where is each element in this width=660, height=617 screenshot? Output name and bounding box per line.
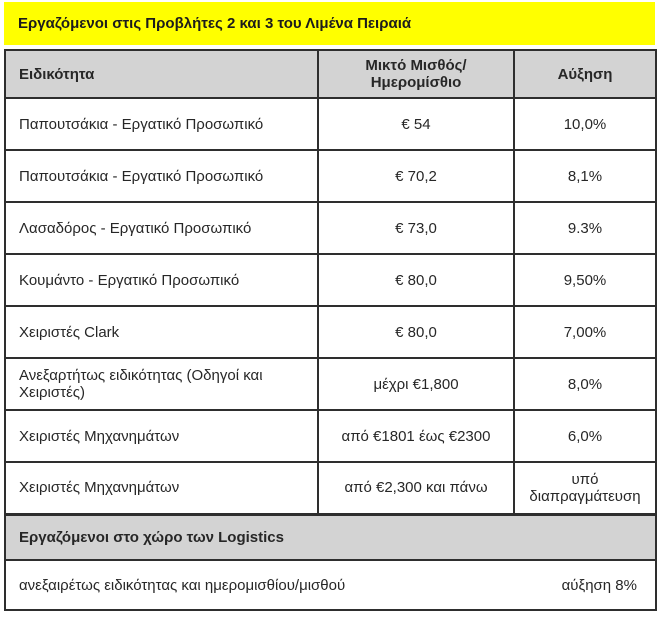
increase-cell: 7,00%	[513, 305, 657, 359]
table-header-row: Ειδικότητα Μικτό Μισθός/ Ημερομίσθιο Αύξ…	[4, 49, 657, 99]
specialty-cell: Χειριστές Μηχανημάτων	[4, 461, 319, 515]
increase-cell: 10,0%	[513, 97, 657, 151]
increase-cell: υπό διαπραγμάτευση	[513, 461, 657, 515]
salary-cell: μέχρι €1,800	[317, 357, 515, 411]
specialty-cell: Χειριστές Μηχανημάτων	[4, 409, 319, 463]
table-row: Κουμάντο - Εργατικό Προσωπικό € 80,0 9,5…	[4, 253, 657, 307]
salary-cell: € 54	[317, 97, 515, 151]
specialty-cell: Παπουτσάκια - Εργατικό Προσωπικό	[4, 149, 319, 203]
table-row: Παπουτσάκια - Εργατικό Προσωπικό € 54 10…	[4, 97, 657, 151]
salary-cell: € 80,0	[317, 305, 515, 359]
table-row: Χειριστές Μηχανημάτων από €1801 έως €230…	[4, 409, 657, 463]
column-header-salary: Μικτό Μισθός/ Ημερομίσθιο	[317, 49, 515, 99]
page-title-bar: Εργαζόμενοι στις Προβλήτες 2 και 3 του Λ…	[4, 2, 655, 45]
salary-cell: € 73,0	[317, 201, 515, 255]
specialty-cell: Κουμάντο - Εργατικό Προσωπικό	[4, 253, 319, 307]
logistics-section-header-row: Εργαζόμενοι στο χώρο των Logistics	[4, 512, 657, 561]
table-row: Χειριστές Μηχανημάτων από €2,300 και πάν…	[4, 461, 657, 515]
increase-cell: 9.3%	[513, 201, 657, 255]
table-row: Χειριστές Clark € 80,0 7,00%	[4, 305, 657, 359]
salary-cell: € 80,0	[317, 253, 515, 307]
salary-cell: από €2,300 και πάνω	[317, 461, 515, 515]
logistics-cell-content: ανεξαιρέτως ειδικότητας και ημερομισθίου…	[7, 562, 654, 608]
logistics-row: ανεξαιρέτως ειδικότητας και ημερομισθίου…	[4, 559, 657, 611]
specialty-cell: Παπουτσάκια - Εργατικό Προσωπικό	[4, 97, 319, 151]
page-title: Εργαζόμενοι στις Προβλήτες 2 και 3 του Λ…	[18, 15, 412, 32]
logistics-specialty: ανεξαιρέτως ειδικότητας και ημερομισθίου…	[19, 576, 346, 594]
salary-table: Ειδικότητα Μικτό Μισθός/ Ημερομίσθιο Αύξ…	[4, 49, 657, 611]
salary-cell: € 70,2	[317, 149, 515, 203]
specialty-cell: Χειριστές Clark	[4, 305, 319, 359]
increase-cell: 6,0%	[513, 409, 657, 463]
column-header-increase: Αύξηση	[513, 49, 657, 99]
table-row: Παπουτσάκια - Εργατικό Προσωπικό € 70,2 …	[4, 149, 657, 203]
increase-cell: 8,1%	[513, 149, 657, 203]
column-header-specialty: Ειδικότητα	[4, 49, 319, 99]
increase-cell: 9,50%	[513, 253, 657, 307]
salary-cell: από €1801 έως €2300	[317, 409, 515, 463]
logistics-increase: αύξηση 8%	[561, 576, 637, 594]
increase-cell: 8,0%	[513, 357, 657, 411]
table-row: Λασαδόρος - Εργατικό Προσωπικό € 73,0 9.…	[4, 201, 657, 255]
specialty-cell: Ανεξαρτήτως ειδικότητας (Οδηγοί και Χειρ…	[4, 357, 319, 411]
logistics-section-title: Εργαζόμενοι στο χώρο των Logistics	[4, 512, 657, 561]
logistics-cell: ανεξαιρέτως ειδικότητας και ημερομισθίου…	[4, 559, 657, 611]
table-row: Ανεξαρτήτως ειδικότητας (Οδηγοί και Χειρ…	[4, 357, 657, 411]
specialty-cell: Λασαδόρος - Εργατικό Προσωπικό	[4, 201, 319, 255]
